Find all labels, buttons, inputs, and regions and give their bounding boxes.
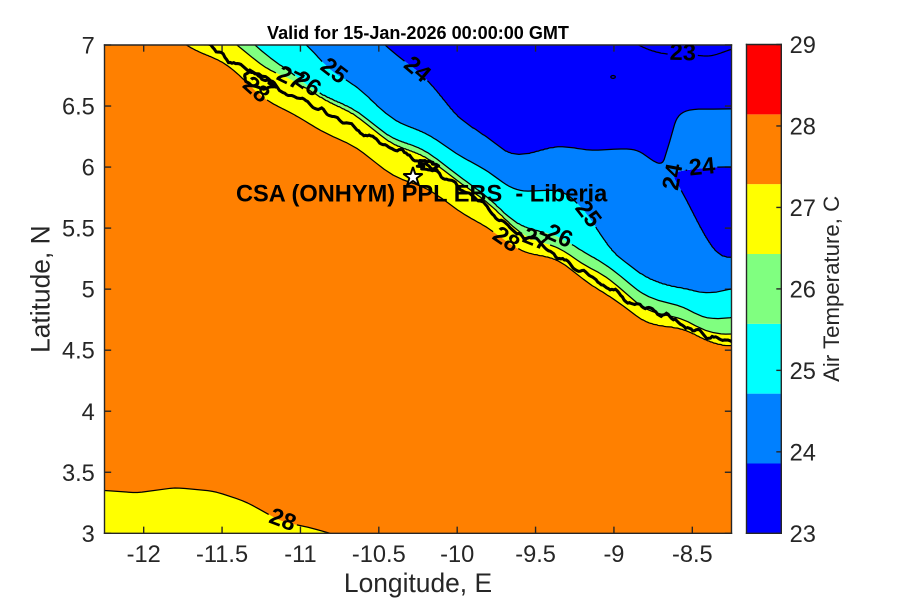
svg-text:23: 23 — [790, 522, 816, 548]
svg-text:3: 3 — [82, 522, 95, 548]
svg-text:23: 23 — [669, 40, 696, 67]
svg-text:Valid for 15-Jan-2026 00:00:00: Valid for 15-Jan-2026 00:00:00 GMT — [267, 23, 569, 43]
svg-text:7: 7 — [82, 34, 95, 60]
svg-text:4.5: 4.5 — [62, 339, 95, 365]
svg-text:24: 24 — [790, 440, 816, 466]
svg-text:3.5: 3.5 — [62, 461, 95, 487]
svg-text:26: 26 — [790, 277, 816, 303]
svg-text:25: 25 — [790, 359, 816, 385]
svg-text:-9: -9 — [603, 542, 624, 568]
svg-text:Longitude, E: Longitude, E — [344, 568, 492, 598]
svg-text:-12: -12 — [127, 542, 161, 568]
svg-text:-11: -11 — [284, 542, 316, 568]
svg-text:Latitude, N: Latitude, N — [26, 225, 56, 353]
svg-text:4: 4 — [82, 400, 95, 426]
svg-text:24: 24 — [688, 153, 717, 181]
svg-text:-9.5: -9.5 — [515, 542, 556, 568]
svg-text:27: 27 — [790, 196, 816, 222]
svg-text:-10: -10 — [440, 542, 474, 568]
svg-text:-8.5: -8.5 — [672, 542, 713, 568]
svg-text:-11.5: -11.5 — [196, 542, 248, 568]
svg-text:CSA (ONHYM) PPL EBS - Liberia: CSA (ONHYM) PPL EBS - Liberia — [236, 182, 608, 208]
svg-text:6.5: 6.5 — [62, 95, 95, 121]
svg-text:6: 6 — [82, 156, 95, 182]
svg-text:5.5: 5.5 — [62, 217, 95, 243]
svg-text:5: 5 — [82, 278, 95, 304]
svg-text:Air Temperature, C: Air Temperature, C — [819, 196, 844, 382]
svg-text:28: 28 — [790, 115, 816, 141]
svg-text:29: 29 — [790, 33, 816, 59]
svg-text:-10.5: -10.5 — [352, 542, 406, 568]
svg-text:24: 24 — [658, 162, 688, 193]
